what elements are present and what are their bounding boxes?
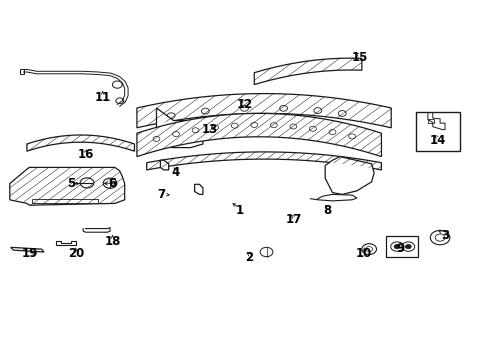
Text: 20: 20	[67, 247, 84, 260]
Polygon shape	[254, 58, 361, 85]
Text: 2: 2	[245, 251, 253, 264]
Circle shape	[167, 113, 175, 118]
Text: 5: 5	[67, 177, 75, 190]
Text: 10: 10	[355, 247, 372, 260]
FancyBboxPatch shape	[415, 112, 459, 151]
Polygon shape	[11, 247, 44, 252]
Text: 16: 16	[77, 148, 94, 161]
Circle shape	[231, 123, 238, 128]
Circle shape	[172, 131, 179, 136]
Text: 6: 6	[108, 177, 116, 190]
Polygon shape	[325, 157, 373, 194]
Text: 8: 8	[323, 204, 331, 217]
Circle shape	[178, 138, 183, 142]
Text: 9: 9	[396, 242, 404, 255]
Polygon shape	[137, 94, 390, 128]
Text: 3: 3	[440, 229, 448, 242]
Text: 12: 12	[236, 98, 252, 111]
Circle shape	[250, 122, 257, 127]
Circle shape	[279, 105, 287, 111]
Circle shape	[178, 126, 183, 130]
Text: 14: 14	[428, 134, 445, 147]
Circle shape	[328, 130, 335, 135]
Text: 17: 17	[285, 213, 301, 226]
Circle shape	[211, 125, 218, 130]
Text: 7: 7	[157, 188, 165, 201]
Polygon shape	[160, 160, 168, 170]
Text: 19: 19	[22, 247, 39, 260]
Circle shape	[313, 108, 321, 113]
Polygon shape	[32, 199, 98, 203]
Polygon shape	[27, 135, 134, 151]
Circle shape	[240, 105, 248, 111]
FancyBboxPatch shape	[20, 69, 24, 74]
Circle shape	[153, 136, 160, 141]
Bar	[427, 119, 433, 123]
Text: 1: 1	[235, 204, 243, 217]
Circle shape	[348, 134, 355, 139]
Circle shape	[338, 111, 346, 116]
Text: 15: 15	[350, 51, 367, 64]
Circle shape	[309, 126, 316, 131]
Polygon shape	[194, 184, 203, 194]
Text: 18: 18	[104, 235, 121, 248]
Circle shape	[270, 123, 277, 128]
Text: 11: 11	[94, 91, 111, 104]
Text: 4: 4	[172, 166, 180, 179]
Circle shape	[192, 128, 199, 133]
FancyBboxPatch shape	[386, 236, 417, 257]
Polygon shape	[151, 108, 203, 148]
Polygon shape	[10, 167, 124, 205]
Polygon shape	[146, 152, 381, 170]
Circle shape	[201, 108, 209, 114]
Circle shape	[178, 132, 183, 136]
Circle shape	[289, 124, 296, 129]
Circle shape	[405, 244, 410, 249]
Text: 13: 13	[202, 123, 218, 136]
Circle shape	[393, 244, 399, 249]
Polygon shape	[137, 113, 381, 157]
